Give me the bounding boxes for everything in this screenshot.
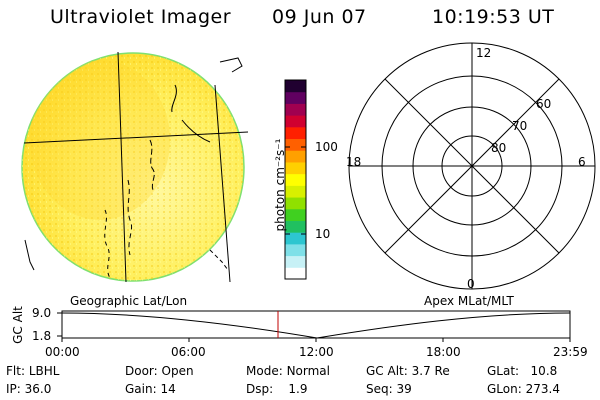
polar-label-12: 12 xyxy=(476,46,492,60)
colorbar-tick-10: 10 xyxy=(315,227,331,241)
seq-value: 39 xyxy=(396,382,412,396)
colorbar-segment xyxy=(285,197,306,210)
glat-info: GLat: 10.8 xyxy=(487,364,558,378)
dsp-value: 1.9 xyxy=(288,382,308,396)
colorbar-tick-100: 100 xyxy=(315,140,338,154)
colorbar-segment xyxy=(285,115,306,128)
seq-info: Seq: 39 xyxy=(366,382,412,396)
polar-label-18: 18 xyxy=(346,155,362,169)
glat-value: 10.8 xyxy=(530,364,558,378)
mode-value: Normal xyxy=(286,364,330,378)
door-value: Open xyxy=(161,364,194,378)
time-tick-0000: 00:00 xyxy=(45,345,80,359)
polar-lat-60: 60 xyxy=(536,97,552,111)
colorbar-segment xyxy=(285,161,306,175)
filter-info: Flt: LBHL xyxy=(6,364,60,378)
time-tick-2359: 23:59 xyxy=(553,345,588,359)
colorbar-segment xyxy=(285,103,306,116)
colorbar-segment xyxy=(285,185,306,198)
dsp-info: Dsp: 1.9 xyxy=(246,382,308,396)
polar-lat-70: 70 xyxy=(512,119,528,133)
time-tick-1800: 18:00 xyxy=(426,345,461,359)
ip-value: 36.0 xyxy=(24,382,52,396)
observation-date: 09 Jun 07 xyxy=(272,6,367,28)
apex-panel-label: Apex MLat/MLT xyxy=(424,294,514,308)
ip-info: IP: 36.0 xyxy=(6,382,52,396)
colorbar-segment xyxy=(285,243,306,257)
colorbar-segment xyxy=(285,150,306,163)
colorbar-unit-label: photon cm⁻²s⁻¹ xyxy=(273,138,287,232)
gain-info: Gain: 14 xyxy=(125,382,176,396)
gc-alt-value: 3.7 Re xyxy=(411,364,450,378)
colorbar-segment xyxy=(285,255,306,268)
mode-info: Mode: Normal xyxy=(246,364,330,378)
observation-time: 10:19:53 UT xyxy=(432,6,555,28)
colorbar-segment xyxy=(285,173,306,186)
altitude-tick-low: 1.8 xyxy=(32,329,52,343)
colorbar-segment xyxy=(285,267,306,280)
altitude-tick-high: 9.0 xyxy=(32,306,52,320)
color-scale-bar xyxy=(285,80,306,280)
filter-value: LBHL xyxy=(28,364,60,378)
colorbar-segment xyxy=(285,220,306,233)
door-info: Door: Open xyxy=(125,364,194,378)
gain-value: 14 xyxy=(160,382,176,396)
glon-info: GLon: 273.4 xyxy=(487,382,560,396)
polar-lat-80: 80 xyxy=(491,141,507,155)
geographic-grid xyxy=(23,51,249,283)
time-tick-1200: 12:00 xyxy=(299,345,334,359)
polar-mlt-plot xyxy=(348,42,596,290)
colorbar-segment xyxy=(285,80,306,93)
colorbar-segment xyxy=(285,91,306,104)
colorbar-segment xyxy=(285,208,306,221)
coastlines xyxy=(24,57,243,279)
geographic-panel-label: Geographic Lat/Lon xyxy=(70,294,188,308)
polar-label-6: 6 xyxy=(578,155,586,169)
gc-alt-info: GC Alt: 3.7 Re xyxy=(366,364,450,378)
polar-label-0: 0 xyxy=(467,277,475,291)
instrument-title: Ultraviolet Imager xyxy=(50,6,232,28)
altitude-axis-title: GC Alt xyxy=(11,306,25,344)
glon-value: 273.4 xyxy=(525,382,560,396)
colorbar-segment xyxy=(285,232,306,245)
time-tick-0600: 06:00 xyxy=(171,345,206,359)
altitude-strip-chart xyxy=(57,310,571,342)
colorbar-segment xyxy=(285,126,306,140)
earth-disk xyxy=(21,52,245,282)
colorbar-segment xyxy=(285,138,306,151)
